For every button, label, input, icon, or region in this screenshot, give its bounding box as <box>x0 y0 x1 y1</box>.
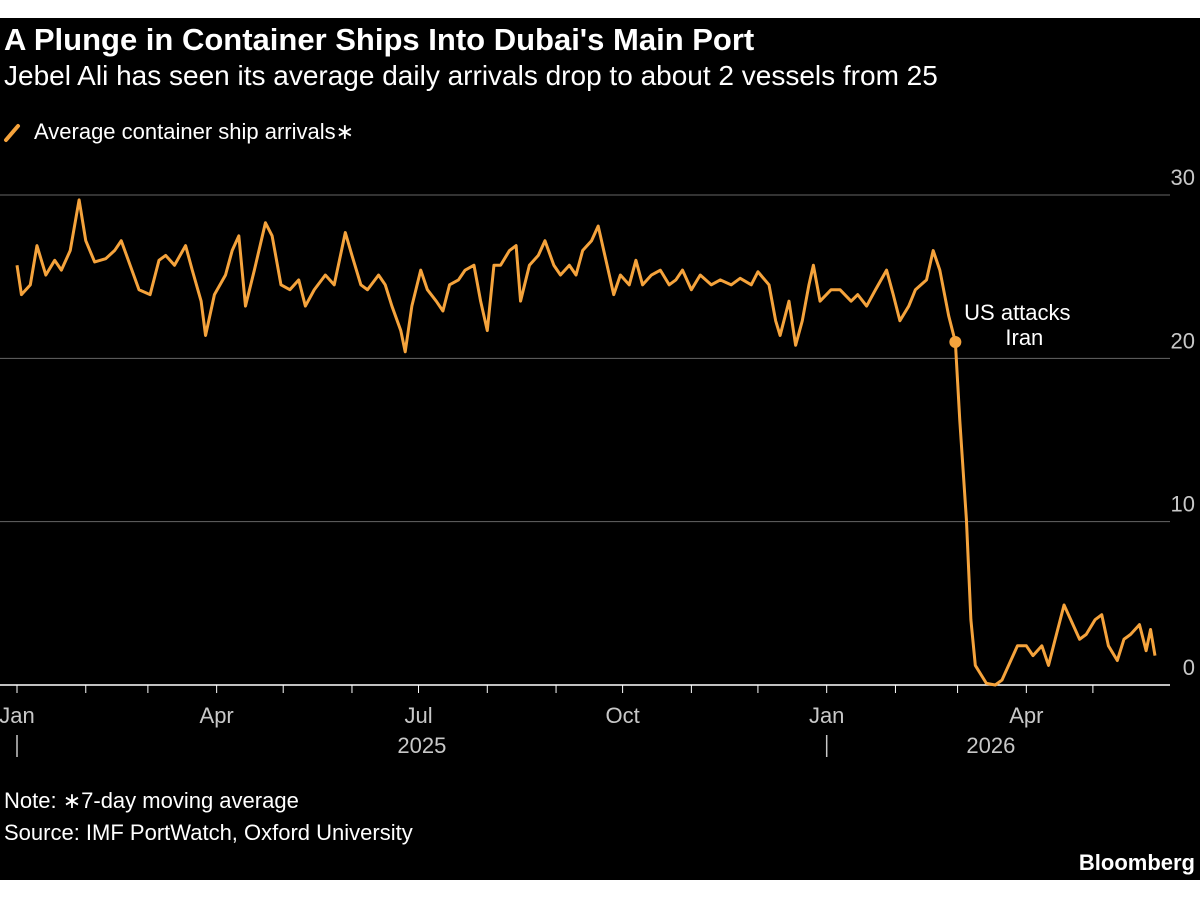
background <box>0 18 1200 880</box>
x-tick-label: Oct <box>605 703 639 728</box>
x-tick-label: Jul <box>404 703 432 728</box>
x-group-label: 2026 <box>966 733 1015 758</box>
annotation-text: US attacks <box>964 300 1070 325</box>
source: Source: IMF PortWatch, Oxford University <box>4 820 413 845</box>
y-tick-label: 20 <box>1171 328 1195 353</box>
legend-label: Average container ship arrivals∗ <box>34 119 354 144</box>
legend-swatch <box>4 124 20 142</box>
x-tick-label: Jan <box>0 703 35 728</box>
chart-title: A Plunge in Container Ships Into Dubai's… <box>4 22 754 57</box>
x-group-label: 2025 <box>397 733 446 758</box>
x-tick-label: Apr <box>1009 703 1043 728</box>
x-tick-label: Jan <box>809 703 844 728</box>
y-tick-label: 10 <box>1171 492 1195 517</box>
series-line <box>15 198 1157 687</box>
chart-subtitle: Jebel Ali has seen its average daily arr… <box>4 60 938 91</box>
y-tick-label: 30 <box>1171 165 1195 190</box>
note: Note: ∗7-day moving average <box>4 788 299 813</box>
annotation-marker <box>949 336 962 348</box>
brand: Bloomberg <box>1079 850 1195 875</box>
y-tick-label: 0 <box>1183 655 1195 680</box>
x-tick-label: Apr <box>200 703 234 728</box>
annotation-text: Iran <box>1005 325 1043 350</box>
